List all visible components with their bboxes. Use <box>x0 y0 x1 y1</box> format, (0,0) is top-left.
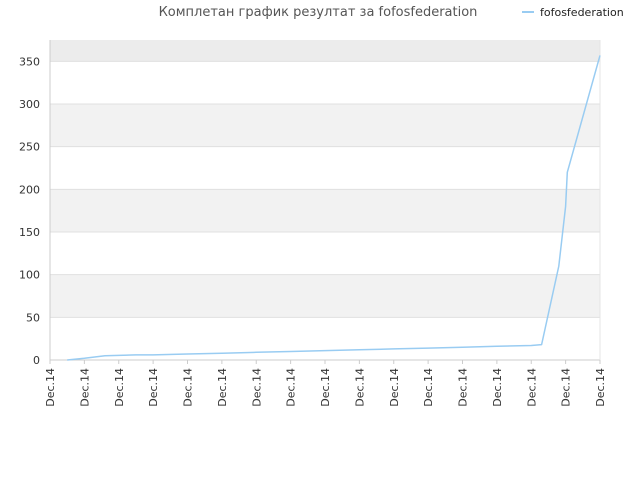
y-tick-label: 300 <box>19 98 40 111</box>
grid-band <box>50 61 600 104</box>
grid-band <box>50 189 600 232</box>
x-tick-label: Dec.14 <box>285 368 298 407</box>
y-tick-label: 350 <box>19 55 40 68</box>
x-tick-label: Dec.14 <box>250 368 263 407</box>
x-tick-label: Dec.14 <box>216 368 229 407</box>
x-tick-label: Dec.14 <box>594 368 607 407</box>
grid-band <box>50 232 600 275</box>
legend-label: fofosfederation <box>540 6 624 19</box>
legend: fofosfederation <box>522 6 624 19</box>
x-axis: Dec.14 Dec.14 Dec.14 Dec.14 Dec.14 Dec.14 Dec.… <box>44 360 607 407</box>
x-tick-label: Dec.14 <box>491 368 504 407</box>
y-tick-label: 0 <box>33 354 40 367</box>
grid-band <box>50 40 600 62</box>
y-axis: 0 50 100 150 200 250 300 350 <box>19 55 40 367</box>
grid-band <box>50 146 600 190</box>
x-tick-label: Dec.14 <box>147 368 160 407</box>
y-tick-label: 100 <box>19 269 40 282</box>
series-line <box>67 55 601 361</box>
grid-band <box>50 104 600 147</box>
x-tick-label: Dec.14 <box>353 368 366 407</box>
x-tick-label: Dec.14 <box>388 368 401 407</box>
y-tick-label: 250 <box>19 141 40 154</box>
grid-band <box>50 274 600 318</box>
x-tick-label: Dec.14 <box>560 368 573 407</box>
x-tick-label: Dec.14 <box>44 368 57 407</box>
x-tick-label: Dec.14 <box>457 368 470 407</box>
x-tick-label: Dec.14 <box>422 368 435 407</box>
y-tick-label: 150 <box>19 226 40 239</box>
grid-band <box>50 317 600 360</box>
chart-title: Комплетан график резултат за fofosfedera… <box>159 5 478 20</box>
series-layer <box>67 55 601 361</box>
x-tick-label: Dec.14 <box>319 368 332 407</box>
y-tick-label: 50 <box>26 311 40 324</box>
x-tick-label: Dec.14 <box>78 368 91 407</box>
x-tick-label: Dec.14 <box>182 368 195 407</box>
grid-bands <box>49 40 601 361</box>
x-tick-label: Dec.14 <box>525 368 538 407</box>
x-tick-label: Dec.14 <box>113 368 126 407</box>
y-tick-label: 200 <box>19 183 40 196</box>
